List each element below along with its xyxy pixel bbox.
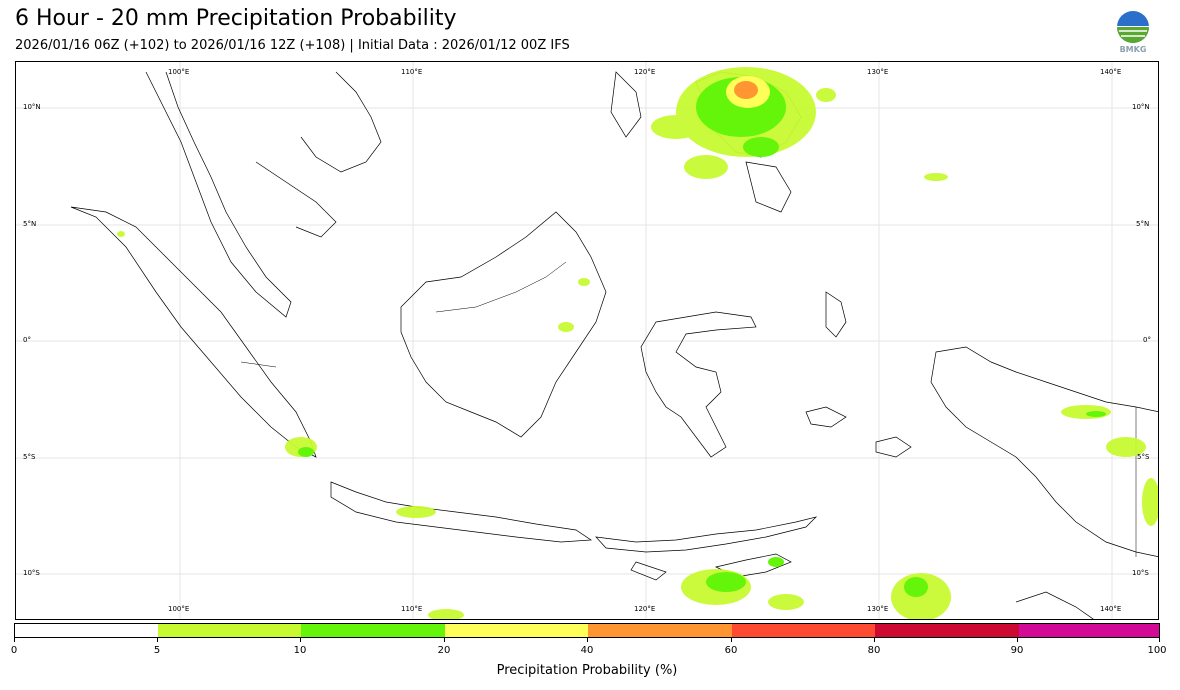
coastlines: [70, 71, 1158, 619]
colorbar-label: Precipitation Probability (%): [496, 663, 678, 678]
colorbar-segment-60-80: [732, 624, 875, 637]
map-panel[interactable]: 100°E 110°E 120°E 130°E 140°E 100°E 110°…: [15, 61, 1159, 620]
lon-label-bottom: 120°E: [634, 605, 656, 613]
lon-label-top: 110°E: [401, 68, 423, 76]
colorbar: [14, 623, 1160, 638]
colorbar-segment-80-90: [875, 624, 1019, 637]
lat-label-right: 5°S: [1137, 453, 1150, 461]
colorbar-segment-40-60: [588, 624, 732, 637]
lon-label-bottom: 130°E: [867, 605, 889, 613]
colorbar-tick: [874, 638, 875, 642]
logo-text: BMKG: [1119, 45, 1147, 54]
colorbar-tick-label: 100: [1147, 645, 1167, 656]
colorbar-segment-5-10: [158, 624, 301, 637]
map-subtitle: 2026/01/16 06Z (+102) to 2026/01/16 12Z …: [15, 38, 570, 53]
lon-label-bottom: 100°E: [168, 605, 190, 613]
precip-5-10: [117, 67, 1158, 619]
colorbar-segment-0-5: [15, 624, 158, 637]
colorbar-tick-label: 20: [437, 645, 451, 656]
colorbar-tick: [1017, 638, 1018, 642]
colorbar-segment-10-20: [301, 624, 445, 637]
lat-label-right: 10°N: [1132, 103, 1150, 111]
lat-label-left: 0°: [23, 336, 31, 344]
colorbar-tick: [587, 638, 588, 642]
lat-label-left: 10°S: [23, 569, 40, 577]
lat-label-right: 10°S: [1132, 569, 1149, 577]
lon-label-top: 130°E: [867, 68, 889, 76]
colorbar-tick: [157, 638, 158, 642]
colorbar-tick-label: 90: [1010, 645, 1024, 656]
lon-label-bottom: 140°E: [1100, 605, 1122, 613]
colorbar-tick-label: 40: [580, 645, 594, 656]
bmkg-logo: [1117, 11, 1149, 43]
lat-label-left: 10°N: [23, 103, 41, 111]
gridlines: [16, 62, 1158, 619]
colorbar-tick: [731, 638, 732, 642]
colorbar-tick-label: 80: [867, 645, 881, 656]
lat-label-left: 5°S: [23, 453, 36, 461]
colorbar-tick: [1159, 638, 1160, 642]
colorbar-tick-label: 0: [10, 645, 18, 656]
lon-label-top: 140°E: [1100, 68, 1122, 76]
lon-label-top: 100°E: [168, 68, 190, 76]
borders: [240, 261, 1137, 557]
lon-label-bottom: 110°E: [401, 605, 423, 613]
colorbar-tick: [444, 638, 445, 642]
lon-label-top: 120°E: [634, 68, 656, 76]
precip-40-60: [734, 81, 758, 99]
precip-10-20: [298, 77, 1106, 597]
colorbar-tick: [14, 638, 15, 642]
colorbar-tick-label: 60: [724, 645, 738, 656]
colorbar-tick: [300, 638, 301, 642]
colorbar-segment-20-40: [445, 624, 588, 637]
colorbar-tick-label: 10: [293, 645, 307, 656]
lat-label-left: 5°N: [23, 220, 37, 228]
lat-label-right: 5°N: [1136, 220, 1150, 228]
lat-label-right: 0°: [1143, 336, 1151, 344]
precipitation-map: [16, 62, 1158, 619]
colorbar-segment-90-100: [1019, 624, 1159, 637]
colorbar-tick-label: 5: [153, 645, 161, 656]
map-title: 6 Hour - 20 mm Precipitation Probability: [15, 6, 457, 31]
